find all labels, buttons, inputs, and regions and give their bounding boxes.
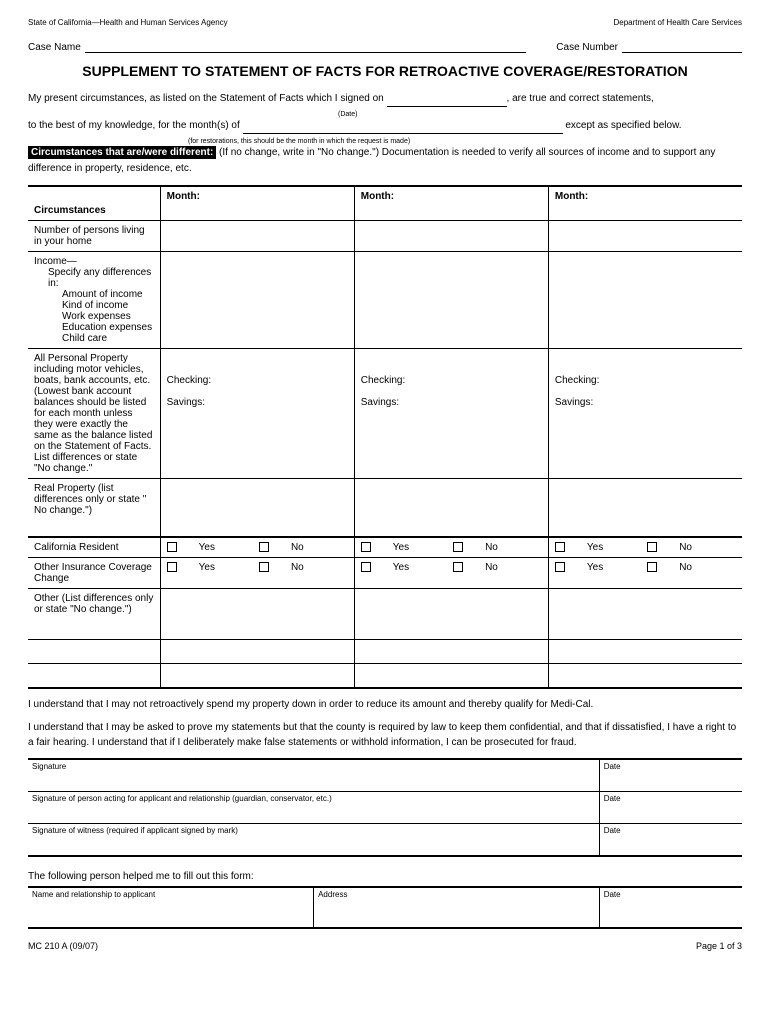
sig-acting[interactable]: Signature of person acting for applicant…	[28, 791, 599, 823]
page-footer: MC 210 A (09/07) Page 1 of 3	[28, 941, 742, 951]
circumstances-note: Circumstances that are/were different: (…	[28, 145, 742, 177]
checkbox-ins-2-yes[interactable]	[361, 562, 371, 572]
cell-res-1: YesNo	[160, 537, 354, 558]
sig-date-2[interactable]: Date	[599, 791, 742, 823]
checkbox-ins-2-no[interactable]	[453, 562, 463, 572]
savings-3: Savings:	[555, 397, 593, 408]
sig-date-1[interactable]: Date	[599, 759, 742, 792]
cell-income-3[interactable]	[548, 252, 742, 349]
income-label: Income—	[34, 256, 77, 267]
attestation-1: I understand that I may not retroactivel…	[28, 697, 742, 712]
cell-other-2[interactable]	[354, 589, 548, 640]
row-insurance: Other Insurance Coverage Change	[28, 558, 160, 589]
case-number-field[interactable]	[622, 41, 742, 53]
sig-applicant[interactable]: Signature	[28, 759, 599, 792]
agency-right: Department of Health Care Services	[614, 18, 743, 27]
cell-prop-3[interactable]: Checking: Savings:	[548, 349, 742, 479]
col-circumstances: Circumstances	[28, 186, 160, 221]
row-income: Income— Specify any differences in: Amou…	[28, 252, 160, 349]
row-real: Real Property (list differences only or …	[28, 479, 160, 538]
checkbox-ins-1-yes[interactable]	[167, 562, 177, 572]
sig-witness[interactable]: Signature of witness (required if applic…	[28, 823, 599, 856]
restore-subnote: (for restorations, this should be the mo…	[188, 138, 742, 145]
case-number-label: Case Number	[556, 42, 618, 53]
cell-prop-2[interactable]: Checking: Savings:	[354, 349, 548, 479]
cell-income-1[interactable]	[160, 252, 354, 349]
specify-label: Specify any differences in:	[34, 267, 154, 289]
cell-real-2[interactable]	[354, 479, 548, 538]
helper-name[interactable]: Name and relationship to applicant	[28, 887, 314, 928]
helper-label: The following person helped me to fill o…	[28, 871, 742, 882]
cell-res-2: YesNo	[354, 537, 548, 558]
page-title: SUPPLEMENT TO STATEMENT OF FACTS FOR RET…	[28, 63, 742, 79]
col-month-3: Month:	[548, 186, 742, 221]
child-label: Child care	[34, 333, 154, 344]
cell-res-3: YesNo	[548, 537, 742, 558]
cell-real-1[interactable]	[160, 479, 354, 538]
intro-text-1b: , are true and correct statements,	[507, 93, 654, 104]
cell-persons-2[interactable]	[354, 221, 548, 252]
cell-persons-3[interactable]	[548, 221, 742, 252]
cell-income-2[interactable]	[354, 252, 548, 349]
agency-left: State of California—Health and Human Ser…	[28, 18, 228, 27]
amount-label: Amount of income	[34, 289, 154, 300]
kind-label: Kind of income	[34, 300, 154, 311]
checkbox-res-3-yes[interactable]	[555, 542, 565, 552]
checking-1: Checking:	[167, 375, 211, 386]
row-persons: Number of persons living in your home	[28, 221, 160, 252]
checkbox-res-2-no[interactable]	[453, 542, 463, 552]
intro-text-1a: My present circumstances, as listed on t…	[28, 93, 387, 104]
checkbox-ins-3-no[interactable]	[647, 562, 657, 572]
intro-text-2a: to the best of my knowledge, for the mon…	[28, 120, 243, 131]
checkbox-res-1-no[interactable]	[259, 542, 269, 552]
case-name-label: Case Name	[28, 42, 81, 53]
savings-1: Savings:	[167, 397, 205, 408]
date-field[interactable]	[387, 97, 507, 107]
form-number: MC 210 A (09/07)	[28, 941, 98, 951]
date-subnote: (Date)	[338, 111, 742, 118]
edu-label: Education expenses	[34, 322, 154, 333]
savings-2: Savings:	[361, 397, 399, 408]
attestation-2: I understand that I may be asked to prov…	[28, 720, 742, 750]
checking-3: Checking:	[555, 375, 599, 386]
case-row: Case Name Case Number	[28, 41, 742, 53]
signature-table: Signature Date Signature of person actin…	[28, 758, 742, 857]
cell-other-1[interactable]	[160, 589, 354, 640]
agency-header: State of California—Health and Human Ser…	[28, 18, 742, 27]
checking-2: Checking:	[361, 375, 405, 386]
checkbox-ins-1-no[interactable]	[259, 562, 269, 572]
cell-ins-3: YesNo	[548, 558, 742, 589]
row-blank-2[interactable]	[28, 664, 160, 688]
checkbox-res-3-no[interactable]	[647, 542, 657, 552]
circ-highlight: Circumstances that are/were different:	[28, 146, 216, 159]
sig-date-3[interactable]: Date	[599, 823, 742, 856]
cell-real-3[interactable]	[548, 479, 742, 538]
months-field[interactable]	[243, 124, 563, 134]
work-label: Work expenses	[34, 311, 154, 322]
row-property: All Personal Property including motor ve…	[28, 349, 160, 479]
cell-other-3[interactable]	[548, 589, 742, 640]
page-number: Page 1 of 3	[696, 941, 742, 951]
helper-table: Name and relationship to applicant Addre…	[28, 886, 742, 929]
col-month-2: Month:	[354, 186, 548, 221]
helper-address[interactable]: Address	[314, 887, 600, 928]
checkbox-res-1-yes[interactable]	[167, 542, 177, 552]
row-blank-1[interactable]	[28, 640, 160, 664]
helper-date[interactable]: Date	[599, 887, 742, 928]
cell-ins-2: YesNo	[354, 558, 548, 589]
intro-line2: to the best of my knowledge, for the mon…	[28, 118, 742, 134]
cell-prop-1[interactable]: Checking: Savings:	[160, 349, 354, 479]
checkbox-ins-3-yes[interactable]	[555, 562, 565, 572]
circumstances-table: Circumstances Month: Month: Month: Numbe…	[28, 185, 742, 689]
checkbox-res-2-yes[interactable]	[361, 542, 371, 552]
intro-text-2b: except as specified below.	[563, 120, 682, 131]
case-name-field[interactable]	[85, 41, 526, 53]
cell-persons-1[interactable]	[160, 221, 354, 252]
intro-line1: My present circumstances, as listed on t…	[28, 91, 742, 107]
row-other: Other (List differences only or state "N…	[28, 589, 160, 640]
col-month-1: Month:	[160, 186, 354, 221]
cell-ins-1: YesNo	[160, 558, 354, 589]
row-resident: California Resident	[28, 537, 160, 558]
